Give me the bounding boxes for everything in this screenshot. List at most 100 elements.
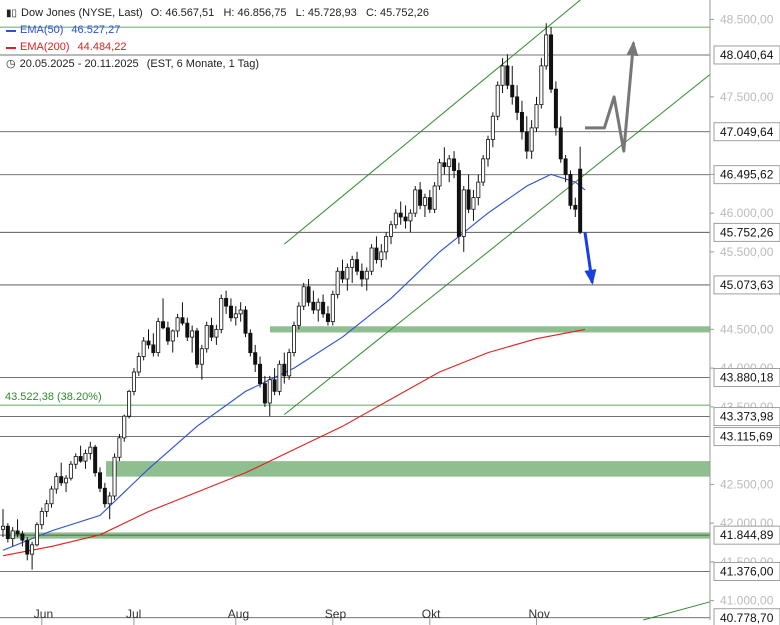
price-tag: 40.778,70: [713, 608, 780, 625]
price-tag: 43.373,98: [713, 407, 780, 427]
time-tick-label: Jun: [34, 607, 53, 621]
candle-body: [233, 313, 238, 319]
candle: [165, 321, 170, 345]
candle: [408, 209, 413, 233]
candle-body: [156, 321, 161, 354]
candle-body: [519, 111, 524, 133]
candle: [112, 453, 117, 500]
candle: [262, 375, 267, 407]
candle: [447, 155, 452, 183]
candle: [549, 27, 554, 93]
axis-tick-label: 42.500,00: [720, 477, 774, 491]
candle-body: [219, 297, 224, 330]
candle-body: [0, 525, 6, 530]
candle-body: [83, 452, 88, 462]
candle-body: [296, 305, 301, 326]
clock-icon: ◷: [6, 58, 16, 70]
candle-body: [102, 487, 107, 505]
candle: [413, 186, 418, 217]
candle-body: [243, 309, 248, 334]
fib-label: 43.522,38 (38.20%): [5, 391, 102, 403]
axis-tick-label: 47.500,00: [720, 90, 774, 104]
candle-body: [359, 270, 364, 280]
candle: [442, 147, 447, 175]
candle-body: [505, 65, 510, 86]
candle-body: [59, 476, 64, 484]
candle-body: [117, 437, 122, 458]
candle-body: [350, 259, 355, 268]
support-zones: [10, 326, 710, 539]
candle: [490, 112, 495, 148]
candle-body: [524, 131, 529, 152]
ema200-swatch: [6, 46, 16, 49]
candle: [185, 317, 190, 341]
candle: [83, 449, 88, 469]
price-tag-box: [713, 525, 780, 545]
price-tag-label: 43.880,18: [720, 370, 774, 384]
candle: [388, 220, 393, 245]
candle: [534, 96, 539, 132]
candle-body: [534, 104, 539, 129]
candle-body: [131, 371, 136, 392]
candle-body: [495, 84, 500, 117]
price-tag: 43.115,69: [713, 427, 780, 447]
candle-body: [442, 162, 447, 168]
channel-line: [283, 74, 711, 416]
candle-body: [432, 185, 437, 210]
support-zone: [106, 461, 710, 477]
candle: [495, 81, 500, 121]
candle-body: [151, 344, 156, 354]
candle-body: [403, 216, 408, 222]
candle: [519, 100, 524, 140]
candle-body: [64, 477, 69, 484]
candle: [553, 81, 558, 136]
price-tag-label: 43.115,69: [720, 430, 773, 444]
candle-body: [248, 332, 253, 354]
price-tag: 45.073,63: [713, 275, 780, 295]
up-arrow-shaft: [585, 42, 635, 153]
candle-body: [267, 379, 272, 404]
price-tag: 45.752,26: [713, 222, 780, 242]
time-axis: Jun Jul Aug Sep Okt Nov: [34, 607, 550, 625]
candle: [5, 523, 10, 543]
candle-body: [515, 96, 520, 113]
axis-tick-label: 46.000,00: [720, 206, 774, 220]
price-tag-label: 41.376,00: [720, 564, 774, 578]
candle-body: [253, 352, 258, 365]
candle: [481, 155, 486, 186]
price-tag: 47.049,64: [713, 122, 780, 142]
candle-body: [287, 352, 292, 377]
candle: [515, 85, 520, 121]
candle: [233, 306, 238, 326]
ema50-swatch: [6, 29, 16, 32]
legend-period-row: ◷ 20.05.2025 - 20.11.2025 (EST, 6 Monate…: [6, 56, 429, 73]
price-tag-box: [713, 122, 780, 142]
candle: [199, 344, 204, 380]
candle-body: [141, 340, 146, 357]
candle: [277, 360, 282, 396]
candle: [238, 302, 243, 322]
candle-body: [510, 84, 515, 98]
candle: [136, 352, 141, 376]
time-tick-label: Aug: [228, 607, 249, 621]
candle-body: [20, 533, 25, 541]
candle: [39, 507, 44, 530]
legend-instrument-row: ▮▯ Dow Jones (NYSE, Last) O: 46.567,51 H…: [6, 5, 429, 22]
candle-body: [93, 446, 98, 474]
instrument-name: Dow Jones (NYSE, Last): [21, 7, 143, 19]
candle-body: [573, 204, 578, 210]
candle: [219, 294, 224, 334]
candle-body: [204, 325, 209, 350]
legend-ema50-row: EMA(50) 46.527,27: [6, 22, 429, 39]
candle: [204, 321, 209, 353]
time-tick-label: Okt: [422, 607, 441, 621]
candle-body: [422, 197, 427, 206]
candle-body: [194, 330, 199, 365]
horizontal-levels: 43.522,38 (38.20%): [0, 26, 710, 619]
chart-legend: ▮▯ Dow Jones (NYSE, Last) O: 46.567,51 H…: [6, 5, 429, 73]
price-tag-box: [713, 608, 780, 625]
time-tick-label: Jul: [126, 607, 141, 621]
candle: [350, 255, 355, 283]
candle: [393, 209, 398, 229]
candle-body: [165, 327, 170, 342]
